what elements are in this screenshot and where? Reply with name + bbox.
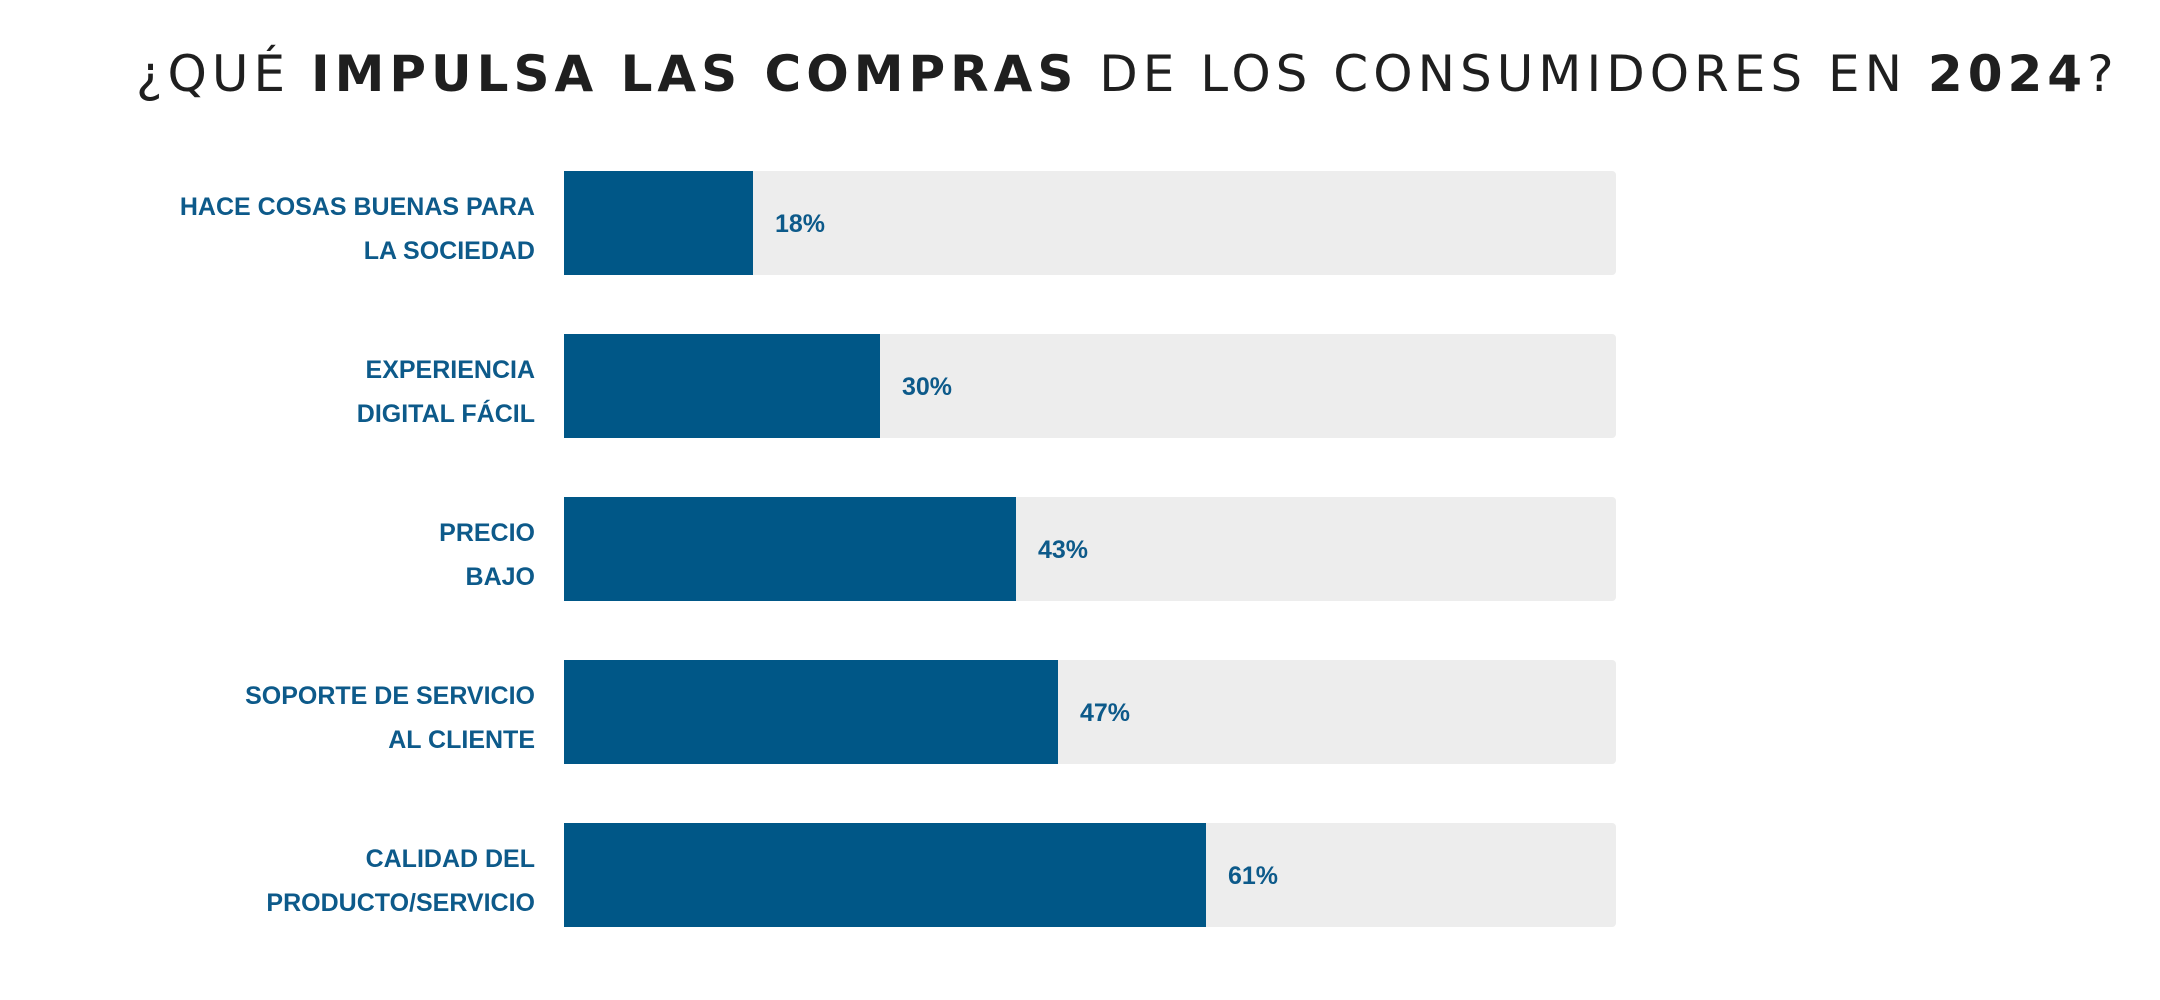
title-part-3: DE LOS CONSUMIDORES EN: [1078, 45, 1928, 103]
bar-row: 18% HACE COSAS BUENAS PARA LA SOCIEDAD: [180, 171, 1616, 275]
category-label: SOPORTE DE SERVICIO AL CLIENTE: [245, 682, 535, 754]
category-label-line: HACE COSAS BUENAS PARA: [180, 193, 535, 221]
category-label: HACE COSAS BUENAS PARA LA SOCIEDAD: [180, 193, 535, 265]
category-label-line: PRECIO: [439, 519, 535, 547]
category-label-line: PRODUCTO/SERVICIO: [266, 889, 535, 917]
category-label-line: CALIDAD DEL: [366, 845, 535, 873]
chart-title: ¿QUÉ IMPULSA LAS COMPRAS DE LOS CONSUMID…: [136, 38, 2119, 110]
value-label: 18%: [775, 210, 825, 238]
bar-row: 61% CALIDAD DEL PRODUCTO/SERVICIO: [266, 823, 1616, 927]
category-label-line: BAJO: [466, 563, 535, 591]
category-label: CALIDAD DEL PRODUCTO/SERVICIO: [266, 845, 535, 917]
title-part-5: ?: [2087, 45, 2119, 103]
category-label: EXPERIENCIA DIGITAL FÁCIL: [357, 356, 535, 428]
bar-row: 43% PRECIO BAJO: [439, 497, 1616, 601]
category-label-line: DIGITAL FÁCIL: [357, 399, 535, 428]
bar: [564, 823, 1206, 927]
bar-track: [564, 171, 1616, 275]
bar: [564, 171, 753, 275]
title-part-4: 2024: [1927, 45, 2088, 103]
title-part-1: ¿QUÉ: [136, 45, 311, 103]
value-label: 61%: [1228, 862, 1278, 890]
bar-row: 30% EXPERIENCIA DIGITAL FÁCIL: [357, 334, 1616, 438]
title-part-2: IMPULSA LAS COMPRAS: [310, 45, 1079, 103]
bar-row: 47% SOPORTE DE SERVICIO AL CLIENTE: [245, 660, 1616, 764]
bar: [564, 497, 1016, 601]
category-label-line: AL CLIENTE: [388, 726, 535, 754]
category-label-line: LA SOCIEDAD: [364, 237, 535, 265]
value-label: 43%: [1038, 536, 1088, 564]
category-label-line: EXPERIENCIA: [366, 356, 535, 384]
value-label: 47%: [1080, 699, 1130, 727]
category-label: PRECIO BAJO: [439, 519, 535, 591]
bar: [564, 334, 880, 438]
value-label: 30%: [902, 373, 952, 401]
bar: [564, 660, 1058, 764]
category-label-line: SOPORTE DE SERVICIO: [245, 682, 535, 710]
